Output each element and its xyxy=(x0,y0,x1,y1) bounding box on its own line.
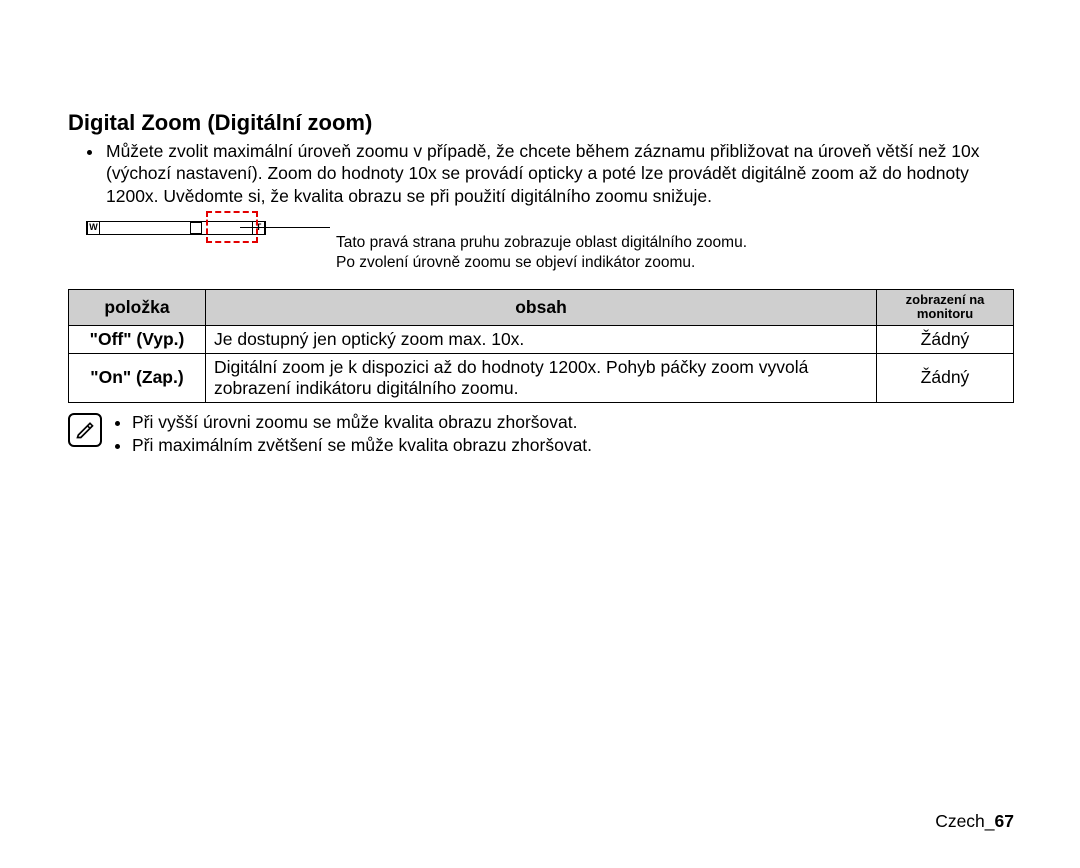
cell-item: "Off" (Vyp.) xyxy=(69,325,206,353)
th-display: zobrazení na monitoru xyxy=(877,290,1014,326)
page: Digital Zoom (Digitální zoom) Můžete zvo… xyxy=(0,0,1080,868)
cell-display: Žádný xyxy=(877,353,1014,402)
cell-item: "On" (Zap.) xyxy=(69,353,206,402)
section-heading: Digital Zoom (Digitální zoom) xyxy=(68,110,1014,136)
page-footer: Czech_67 xyxy=(935,811,1014,832)
zoom-wide-label: W xyxy=(87,221,100,235)
cell-content: Je dostupný jen optický zoom max. 10x. xyxy=(206,325,877,353)
intro-list: Můžete zvolit maximální úroveň zoomu v p… xyxy=(68,140,1014,207)
notes-list: Při vyšší úrovni zoomu se může kvalita o… xyxy=(114,411,592,457)
callout-text: Tato pravá strana pruhu zobrazuje oblast… xyxy=(336,233,747,272)
note-item: Při vyšší úrovni zoomu se může kvalita o… xyxy=(132,411,592,434)
notes-block: Při vyšší úrovni zoomu se může kvalita o… xyxy=(68,411,1014,457)
th-item: položka xyxy=(69,290,206,326)
note-item: Při maximálním zvětšení se může kvalita … xyxy=(132,434,592,457)
table-row: "On" (Zap.) Digitální zoom je k dispozic… xyxy=(69,353,1014,402)
table-row: "Off" (Vyp.) Je dostupný jen optický zoo… xyxy=(69,325,1014,353)
note-icon xyxy=(68,413,102,447)
cell-content: Digitální zoom je k dispozici až do hodn… xyxy=(206,353,877,402)
zoom-diagram: W T Tato pravá strana pruhu zobrazuje ob… xyxy=(68,217,1014,277)
footer-page-number: 67 xyxy=(995,811,1014,831)
callout-leader-line xyxy=(240,227,330,228)
intro-bullet: Můžete zvolit maximální úroveň zoomu v p… xyxy=(104,140,1014,207)
zoom-bar: W T xyxy=(86,217,266,237)
options-table: položka obsah zobrazení na monitoru "Off… xyxy=(68,289,1014,403)
callout-line-2: Po zvolení úrovně zoomu se objeví indiká… xyxy=(336,253,747,272)
zoom-indicator xyxy=(190,222,202,234)
callout-line-1: Tato pravá strana pruhu zobrazuje oblast… xyxy=(336,233,747,252)
table-header-row: položka obsah zobrazení na monitoru xyxy=(69,290,1014,326)
th-content: obsah xyxy=(206,290,877,326)
footer-language: Czech_ xyxy=(935,811,994,831)
cell-display: Žádný xyxy=(877,325,1014,353)
